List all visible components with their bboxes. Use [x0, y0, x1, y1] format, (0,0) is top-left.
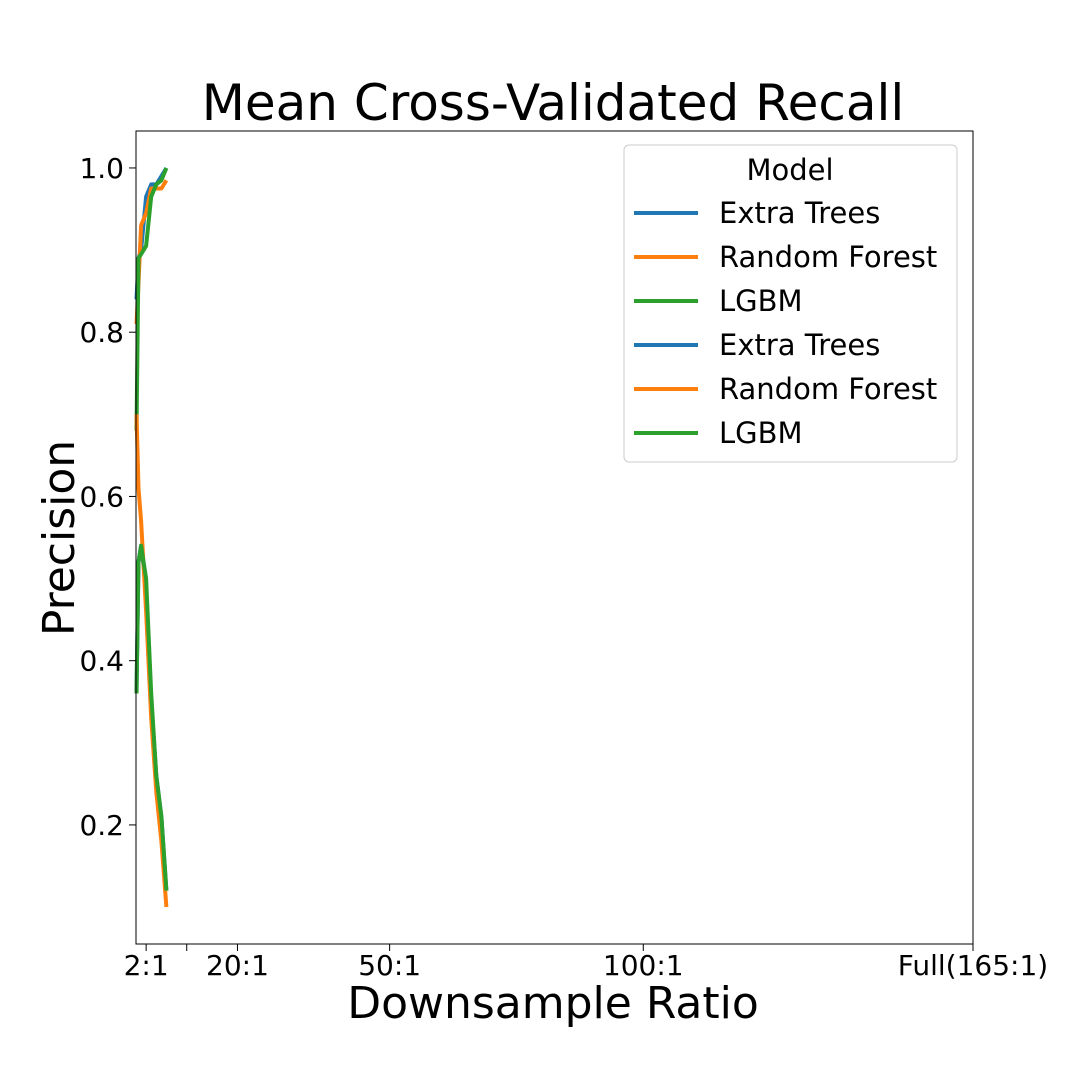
- x-tick-label: 100:1: [603, 949, 684, 982]
- x-tick-label: 20:1: [206, 949, 269, 982]
- legend-label: LGBM: [719, 416, 803, 450]
- x-tick-label: Full(165:1): [898, 949, 1048, 982]
- plot-area: [134, 166, 169, 908]
- legend-label: Extra Trees: [719, 328, 880, 362]
- legend-label: Random Forest: [719, 372, 937, 406]
- series-line-5: [134, 543, 169, 891]
- axes-frame: [135, 130, 974, 945]
- x-axis: 2:1 20:1 50:1 100:1 Full(165:1): [124, 944, 1048, 982]
- legend-label: Extra Trees: [719, 196, 880, 230]
- legend-entries: Extra Trees Random Forest LGBM Extra Trees R…: [634, 196, 937, 450]
- x-tick-label: 2:1: [124, 949, 169, 982]
- legend-title: Model: [746, 153, 833, 187]
- series-line-2: [134, 167, 169, 431]
- y-tick-label: 0.8: [79, 316, 124, 349]
- legend-label: LGBM: [719, 284, 803, 318]
- legend-label: Random Forest: [719, 240, 937, 274]
- y-tick-label: 1.0: [79, 152, 124, 185]
- y-tick-label: 0.4: [79, 645, 124, 678]
- x-tick-label: 50:1: [358, 949, 421, 982]
- chart-title: Mean Cross-Validated Recall: [202, 74, 905, 132]
- y-axis: 0.2 0.4 0.6 0.8 1.0: [79, 152, 136, 842]
- y-tick-label: 0.6: [79, 480, 124, 513]
- legend-frame: [623, 144, 958, 463]
- y-tick-label: 0.2: [79, 809, 124, 842]
- x-axis-label: Downsample Ratio: [347, 978, 759, 1029]
- y-axis-label: Precision: [34, 440, 85, 636]
